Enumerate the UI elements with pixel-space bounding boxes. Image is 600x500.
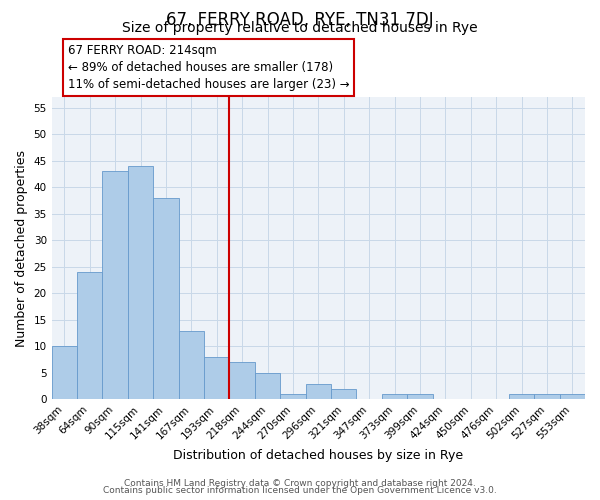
Bar	[255, 373, 280, 400]
Bar	[509, 394, 534, 400]
Text: 67 FERRY ROAD: 214sqm
← 89% of detached houses are smaller (178)
11% of semi-det: 67 FERRY ROAD: 214sqm ← 89% of detached …	[68, 44, 349, 91]
Bar	[179, 330, 204, 400]
Bar	[229, 362, 255, 400]
Bar	[331, 389, 356, 400]
Bar	[204, 357, 229, 400]
Text: Contains public sector information licensed under the Open Government Licence v3: Contains public sector information licen…	[103, 486, 497, 495]
Text: 67, FERRY ROAD, RYE, TN31 7DJ: 67, FERRY ROAD, RYE, TN31 7DJ	[166, 11, 434, 29]
Bar	[77, 272, 103, 400]
Bar	[103, 172, 128, 400]
Bar	[153, 198, 179, 400]
Text: Size of property relative to detached houses in Rye: Size of property relative to detached ho…	[122, 21, 478, 35]
Bar	[52, 346, 77, 400]
Bar	[280, 394, 305, 400]
X-axis label: Distribution of detached houses by size in Rye: Distribution of detached houses by size …	[173, 450, 463, 462]
Bar	[128, 166, 153, 400]
Bar	[534, 394, 560, 400]
Bar	[407, 394, 433, 400]
Text: Contains HM Land Registry data © Crown copyright and database right 2024.: Contains HM Land Registry data © Crown c…	[124, 478, 476, 488]
Bar	[382, 394, 407, 400]
Y-axis label: Number of detached properties: Number of detached properties	[15, 150, 28, 347]
Bar	[305, 384, 331, 400]
Bar	[560, 394, 585, 400]
